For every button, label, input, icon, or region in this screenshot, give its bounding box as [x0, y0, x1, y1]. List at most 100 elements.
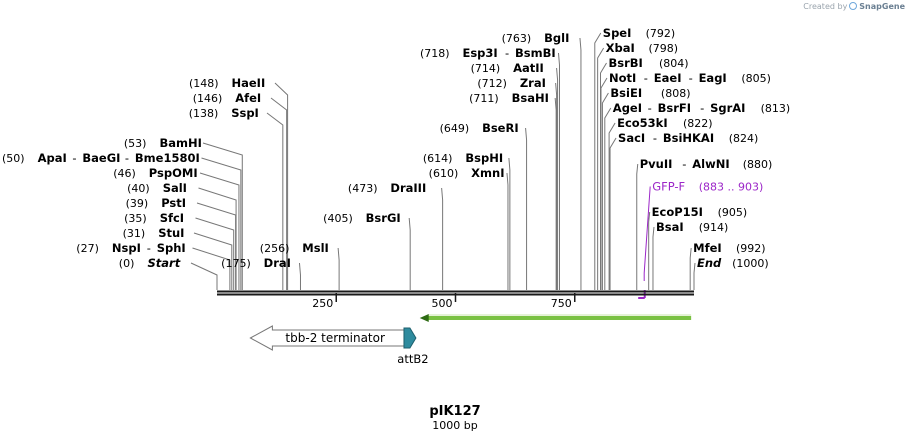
- site-position: (649): [440, 122, 470, 135]
- site-position: (718): [420, 47, 450, 60]
- site-separator: -: [72, 151, 76, 165]
- snapgene-credit: Created by SnapGene: [803, 2, 905, 11]
- site-position: (614): [423, 152, 453, 165]
- feature-label: attB2: [397, 352, 428, 366]
- site-name: EaeI: [654, 71, 682, 85]
- site-position: (822): [683, 117, 713, 130]
- site-draiii: (473) DraIII: [348, 181, 444, 290]
- site-leader: [506, 172, 509, 290]
- site-leader: [274, 82, 289, 290]
- site-name: Esp3I: [462, 46, 497, 60]
- site-leader: [557, 52, 560, 290]
- ruler-tick-label: 500: [432, 297, 453, 310]
- site-leader: [525, 127, 528, 290]
- site-pvuii: PvuII - AlwNI (880): [636, 157, 773, 290]
- site-separator: -: [682, 157, 686, 171]
- plasmid-name: pIK127: [429, 404, 480, 419]
- site-nspi: (27) NspI - SphI: [76, 241, 231, 290]
- site-position: (880): [743, 158, 773, 171]
- primer-group: GFP-F (883 .. 903): [638, 180, 763, 299]
- site-name: AgeI: [613, 101, 642, 115]
- site-position: (27): [76, 242, 99, 255]
- site-name: ZraI: [520, 76, 546, 90]
- site-position: (146): [193, 92, 223, 105]
- site-end: End (1000): [693, 256, 769, 290]
- site-name: SspI: [231, 106, 259, 120]
- site-name: BspHI: [465, 151, 503, 165]
- site-stui: (31) StuI: [123, 226, 233, 290]
- site-name: BaeGI: [82, 151, 120, 165]
- site-position: (40): [127, 182, 150, 195]
- feature-tbb-2-terminator: tbb-2 terminator: [249, 325, 405, 351]
- site-leader: [195, 217, 235, 290]
- ruler-tick-label: 250: [312, 297, 333, 310]
- site-name: SgrAI: [710, 101, 745, 115]
- site-saci: SacI - BsiHKAI (824): [609, 131, 758, 290]
- site-drai: (175) DraI: [221, 256, 301, 290]
- feature-label: tbb-2 terminator: [285, 331, 385, 345]
- site-name: SalI: [163, 181, 187, 195]
- site-name: StuI: [158, 226, 184, 240]
- ruler-tick-label: 750: [551, 297, 572, 310]
- site-position: (792): [646, 27, 676, 40]
- site-name: EcoP15I: [652, 205, 703, 219]
- primer-range: (883 .. 903): [699, 181, 764, 194]
- site-leader: [652, 226, 655, 290]
- site-name: XbaI: [606, 41, 635, 55]
- site-bseri: (649) BseRI: [440, 121, 528, 290]
- site-leader: [554, 97, 557, 290]
- site-agei: AgeI - BsrFI - SgrAI (813): [604, 101, 791, 290]
- site-leader: [579, 37, 582, 290]
- site-name: BsrGI: [366, 211, 401, 225]
- site-msli: (256) MslI: [260, 241, 340, 290]
- site-name: Eco53kI: [617, 116, 668, 130]
- site-name: SacI: [618, 131, 645, 145]
- site-position: (798): [648, 42, 678, 55]
- site-position: (46): [113, 167, 136, 180]
- site-apai: (50) ApaI - BaeGI - Bme1580I: [2, 151, 242, 290]
- site-name: PstI: [161, 196, 186, 210]
- site-name: SpeI: [603, 26, 632, 40]
- site-position: (813): [761, 102, 791, 115]
- site-position: (0): [119, 257, 135, 270]
- site-ecop15i: EcoP15I (905): [648, 205, 747, 290]
- site-separator: -: [648, 101, 652, 115]
- site-position: (405): [323, 212, 353, 225]
- site-leader: [192, 247, 231, 290]
- site-name: BsaHI: [512, 91, 549, 105]
- credit-brand: SnapGene: [859, 2, 905, 11]
- site-zrai: (712) ZraI: [477, 76, 558, 290]
- site-leader: [555, 82, 558, 290]
- site-separator: -: [644, 71, 648, 85]
- site-position: (53): [124, 137, 147, 150]
- site-position: (804): [659, 57, 689, 70]
- site-leader: [604, 107, 612, 290]
- site-afei: (146) AfeI: [193, 91, 288, 290]
- plasmid-length: 1000 bp: [432, 419, 477, 432]
- site-separator: -: [653, 131, 657, 145]
- site-leader: [408, 217, 411, 290]
- primer-name: GFP-F: [652, 180, 685, 194]
- site-name: XmnI: [471, 166, 504, 180]
- site-position: (31): [123, 227, 146, 240]
- site-bsai: BsaI (914): [652, 220, 728, 290]
- site-leader: [556, 67, 559, 290]
- site-name: BsmBI: [515, 46, 556, 60]
- site-position: (805): [741, 72, 771, 85]
- site-separator: -: [147, 241, 151, 255]
- site-leader: [693, 262, 696, 290]
- site-sfci: (35) SfcI: [124, 211, 235, 290]
- site-haeii: (148) HaeII: [189, 76, 289, 290]
- site-position: (714): [471, 62, 501, 75]
- site-name: BseRI: [482, 121, 519, 135]
- site-name: BsrFI: [658, 101, 691, 115]
- site-xmni: (610) XmnI: [429, 166, 509, 290]
- site-name: DraIII: [390, 181, 426, 195]
- site-leader: [609, 137, 617, 290]
- site-leader: [601, 92, 609, 290]
- site-leader: [441, 187, 444, 290]
- site-bamhi: (53) BamHI: [124, 136, 243, 290]
- site-name: NspI: [112, 241, 141, 255]
- site-leader: [270, 97, 288, 290]
- site-name: EagI: [699, 71, 727, 85]
